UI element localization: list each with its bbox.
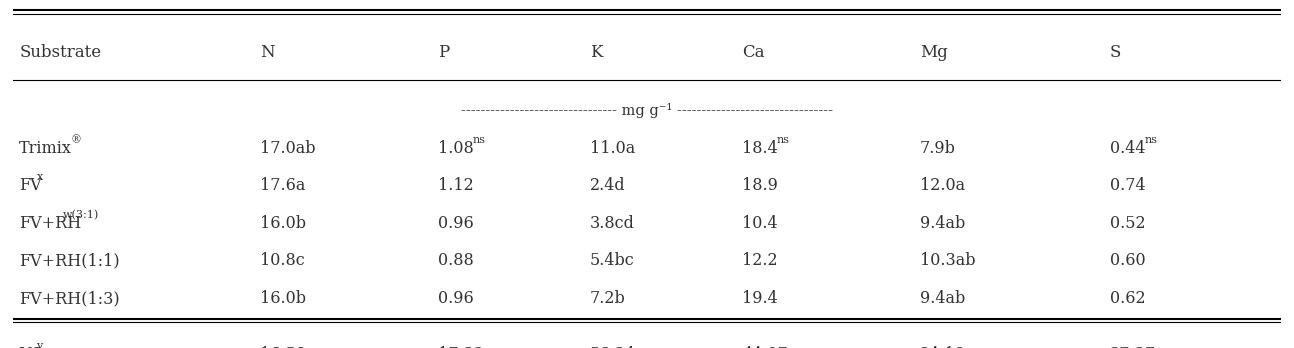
Text: S: S [1110, 45, 1121, 62]
Text: VC: VC [19, 346, 43, 348]
Text: 0.60: 0.60 [1110, 252, 1145, 269]
Text: K: K [590, 45, 603, 62]
Text: FV+RH(1:3): FV+RH(1:3) [19, 290, 120, 307]
Text: 12.0a: 12.0a [920, 177, 965, 195]
Text: 10.8c: 10.8c [260, 252, 305, 269]
Text: Substrate: Substrate [19, 45, 101, 62]
Text: 16.59: 16.59 [260, 346, 307, 348]
Text: 0.74: 0.74 [1110, 177, 1145, 195]
Text: 16.0b: 16.0b [260, 215, 307, 232]
Text: 0.52: 0.52 [1110, 215, 1145, 232]
Text: w(3:1): w(3:1) [62, 210, 98, 220]
Text: 56.34: 56.34 [590, 346, 635, 348]
Text: 10.4: 10.4 [741, 215, 778, 232]
Text: P: P [437, 45, 449, 62]
Text: 18.9: 18.9 [741, 177, 778, 195]
Text: 17.0ab: 17.0ab [260, 140, 316, 157]
Text: 19.4: 19.4 [741, 290, 778, 307]
Text: 0.62: 0.62 [1110, 290, 1145, 307]
Text: v: v [36, 341, 43, 348]
Text: 17.6a: 17.6a [260, 177, 305, 195]
Text: Mg: Mg [920, 45, 947, 62]
Text: -------------------------------- mg g⁻¹ --------------------------------: -------------------------------- mg g⁻¹ … [461, 103, 833, 118]
Text: 17.32: 17.32 [437, 346, 484, 348]
Text: 37.37: 37.37 [1110, 346, 1156, 348]
Text: 24.18: 24.18 [920, 346, 965, 348]
Text: 2.4d: 2.4d [590, 177, 625, 195]
Text: FV: FV [19, 177, 41, 195]
Text: 9.4ab: 9.4ab [920, 290, 965, 307]
Text: N: N [260, 45, 274, 62]
Text: ns: ns [776, 135, 789, 145]
Text: 9.4ab: 9.4ab [920, 215, 965, 232]
Text: x: x [36, 172, 43, 182]
Text: 0.88: 0.88 [437, 252, 474, 269]
Text: ns: ns [1144, 135, 1157, 145]
Text: 7.9b: 7.9b [920, 140, 955, 157]
Text: 44.07: 44.07 [741, 346, 788, 348]
Text: Ca: Ca [741, 45, 765, 62]
Text: 5.4bc: 5.4bc [590, 252, 634, 269]
Text: 3.8cd: 3.8cd [590, 215, 635, 232]
Text: 1.12: 1.12 [437, 177, 474, 195]
Text: Trimix: Trimix [19, 140, 72, 157]
Text: 18.4: 18.4 [741, 140, 778, 157]
Text: 12.2: 12.2 [741, 252, 778, 269]
Text: 16.0b: 16.0b [260, 290, 307, 307]
Text: 0.96: 0.96 [437, 215, 474, 232]
Text: 7.2b: 7.2b [590, 290, 626, 307]
Text: 11.0a: 11.0a [590, 140, 635, 157]
Text: FV+RH: FV+RH [19, 215, 82, 232]
Text: 1.08: 1.08 [437, 140, 474, 157]
Text: FV+RH(1:1): FV+RH(1:1) [19, 252, 120, 269]
Text: 10.3ab: 10.3ab [920, 252, 976, 269]
Text: ns: ns [472, 135, 485, 145]
Text: 0.44: 0.44 [1110, 140, 1145, 157]
Text: ®: ® [71, 135, 82, 145]
Text: 0.96: 0.96 [437, 290, 474, 307]
